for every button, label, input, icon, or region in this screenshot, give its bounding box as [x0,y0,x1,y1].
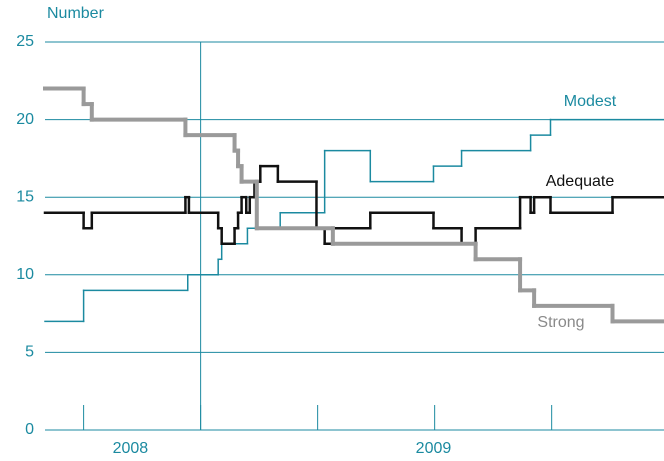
y-tick-label: 15 [16,188,34,205]
y-tick-label: 5 [25,344,34,361]
x-year-label: 2008 [113,440,149,457]
y-tick-label: 10 [16,266,34,283]
series-label: Adequate [546,173,615,190]
y-axis-label: Number [47,5,105,22]
y-tick-label: 25 [16,33,34,50]
series-label: Modest [564,93,617,110]
y-tick-label: 0 [25,421,34,438]
y-tick-label: 20 [16,111,34,128]
x-year-label: 2009 [416,440,452,457]
series-label: Strong [537,314,584,331]
